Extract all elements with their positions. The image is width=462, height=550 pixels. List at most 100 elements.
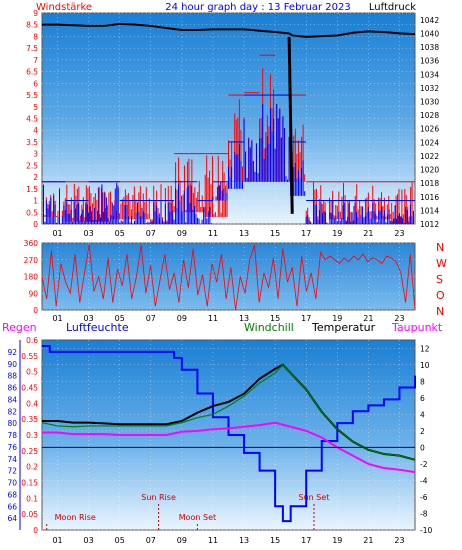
direction-x-tick-label: 05: [115, 314, 125, 323]
humidity-tick-label: 88: [7, 372, 17, 381]
temp-tick-label: 12: [420, 344, 430, 353]
event-label: Sun Rise: [141, 493, 176, 502]
pressure-tick-label: 1038: [420, 43, 439, 52]
temp-tick-label: -2: [420, 460, 428, 469]
temp-x-tick-label: 09: [177, 536, 187, 545]
humidity-tick-label: 84: [7, 395, 17, 404]
pressure-tick-label: 1034: [420, 70, 439, 79]
wind-tick-label: 1.5: [26, 185, 38, 194]
wind-x-tick-label: 21: [363, 229, 373, 238]
direction-tick-label: 0: [33, 306, 38, 315]
wind-x-tick-label: 11: [208, 229, 218, 238]
wind-x-tick-label: 07: [146, 229, 156, 238]
temp-x-tick-label: 05: [115, 536, 125, 545]
humidity-tick-label: 80: [7, 419, 17, 428]
wind-x-tick-label: 01: [52, 229, 62, 238]
wind-tick-label: 6.5: [26, 68, 38, 77]
direction-x-tick-label: 13: [239, 314, 249, 323]
series-taupunkt: [42, 421, 416, 474]
humidity-tick-label: 66: [7, 502, 17, 511]
temp-x-tick-label: 23: [394, 536, 404, 545]
left-axis-title-windstaerke: Windstärke: [36, 2, 92, 13]
temp-tick-label: -8: [420, 509, 428, 518]
pressure-tick-label: 1012: [420, 220, 439, 229]
pressure-tick-label: 1028: [420, 111, 439, 120]
temp-x-tick-label: 01: [52, 536, 62, 545]
wind-direction-line: [41, 244, 416, 311]
wind-tick-label: 9: [33, 9, 38, 18]
direction-x-tick-label: 01: [52, 314, 62, 323]
wind-tick-label: 3: [33, 150, 38, 159]
wind-x-tick-label: 17: [301, 229, 311, 238]
wind-tick-label: 2.5: [26, 161, 38, 170]
rain-tick-label: 0.05: [21, 510, 38, 519]
temp-tick-label: -4: [420, 476, 428, 485]
temp-tick-label: 2: [420, 427, 425, 436]
compass-label: N: [436, 305, 444, 318]
wind-tick-label: 8: [33, 32, 38, 41]
humidity-tick-label: 78: [7, 431, 17, 440]
event-label: Moon Rise: [55, 513, 96, 522]
direction-tick-label: 180: [24, 273, 39, 282]
pressure-tick-label: 1026: [420, 125, 439, 134]
humidity-tick-label: 92: [7, 348, 17, 357]
pressure-line: [42, 22, 416, 38]
pressure-drop: [287, 36, 294, 214]
compass-label: O: [436, 289, 445, 302]
label-taupunkt: Taupunkt: [391, 321, 443, 334]
direction-tick-label: 90: [28, 289, 38, 298]
temp-x-tick-label: 15: [270, 536, 280, 545]
direction-x-tick-label: 09: [177, 314, 187, 323]
event-label: Sun Set: [299, 493, 330, 502]
temp-tick-label: 4: [420, 410, 425, 419]
rain-tick-label: 0.4: [26, 399, 38, 408]
wind-tick-label: 4.5: [26, 115, 38, 124]
wind-x-tick-label: 23: [394, 229, 404, 238]
event-label: Moon Set: [179, 513, 216, 522]
humidity-tick-label: 68: [7, 490, 17, 499]
series-windchill: [41, 363, 416, 461]
rain-tick-label: 0.6: [26, 336, 38, 345]
direction-tick-label: 360: [24, 239, 39, 248]
direction-x-tick-label: 17: [301, 314, 311, 323]
wind-x-tick-label: 19: [332, 229, 342, 238]
wind-tick-label: 0.5: [26, 208, 38, 217]
wind-tick-label: 1: [33, 197, 38, 206]
wind-tick-label: 8.5: [26, 21, 38, 30]
chart-title: 24 hour graph day : 13 Februar 2023: [165, 2, 350, 13]
wind-x-tick-label: 13: [239, 229, 249, 238]
wind-tick-label: 3.5: [26, 138, 38, 147]
pressure-tick-label: 1014: [420, 206, 439, 215]
wind-tick-label: 4: [33, 126, 38, 135]
direction-tick-label: 270: [24, 256, 39, 265]
rain-tick-label: 0.25: [21, 447, 38, 456]
label-windchill: Windchill: [244, 321, 294, 334]
plot-area-direction: [41, 242, 416, 311]
pressure-tick-label: 1022: [420, 152, 439, 161]
temp-x-tick-label: 03: [84, 536, 94, 545]
pressure-tick-label: 1024: [420, 138, 439, 147]
wind-tick-label: 5.5: [26, 91, 38, 100]
temp-x-tick-label: 19: [332, 536, 342, 545]
temp-tick-label: 0: [420, 443, 425, 452]
humidity-tick-label: 82: [7, 407, 17, 416]
direction-x-tick-label: 21: [363, 314, 373, 323]
wind-tick-label: 6: [33, 79, 38, 88]
wind-x-tick-label: 03: [84, 229, 94, 238]
compass-label: S: [436, 273, 443, 286]
temp-x-tick-label: 11: [208, 536, 218, 545]
pressure-tick-label: 1018: [420, 179, 439, 188]
pressure-tick-label: 1016: [420, 193, 439, 202]
rain-tick-label: 0.1: [26, 494, 38, 503]
label-regen: Regen: [2, 321, 37, 334]
wind-tick-label: 2: [33, 173, 38, 182]
temp-tick-label: 10: [420, 361, 430, 370]
direction-x-tick-label: 23: [394, 314, 404, 323]
wind-x-tick-label: 09: [177, 229, 187, 238]
direction-x-tick-label: 19: [332, 314, 342, 323]
pressure-tick-label: 1036: [420, 57, 439, 66]
rain-tick-label: 0.3: [26, 431, 38, 440]
temp-tick-label: -6: [420, 493, 428, 502]
